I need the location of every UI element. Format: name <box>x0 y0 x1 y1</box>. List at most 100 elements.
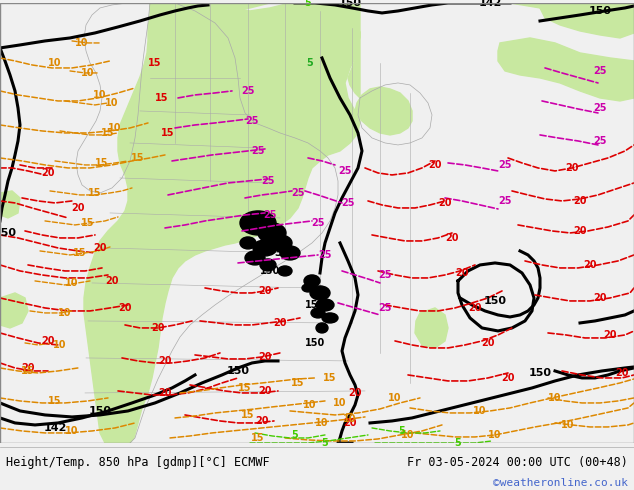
Ellipse shape <box>253 240 277 256</box>
Text: 25: 25 <box>242 86 255 96</box>
Text: 5: 5 <box>304 0 311 8</box>
Text: 25: 25 <box>261 176 275 186</box>
Text: 150: 150 <box>529 368 552 378</box>
Text: 142: 142 <box>43 423 67 433</box>
Text: 10: 10 <box>65 426 79 436</box>
Text: 15: 15 <box>131 153 145 163</box>
Text: 25: 25 <box>593 103 607 113</box>
Text: 10: 10 <box>108 123 122 133</box>
Text: 10: 10 <box>58 308 72 318</box>
Polygon shape <box>165 3 360 98</box>
Text: 10: 10 <box>65 278 79 288</box>
Ellipse shape <box>316 299 334 311</box>
Text: 25: 25 <box>251 146 265 156</box>
Text: 20: 20 <box>158 388 172 398</box>
Text: 25: 25 <box>339 166 352 176</box>
Polygon shape <box>0 191 20 218</box>
Text: 20: 20 <box>41 336 55 346</box>
Text: 150: 150 <box>484 296 507 306</box>
Text: 15: 15 <box>291 378 305 388</box>
Text: 25: 25 <box>378 270 392 280</box>
Ellipse shape <box>268 235 292 251</box>
Text: 20: 20 <box>105 276 119 286</box>
Text: 20: 20 <box>348 388 362 398</box>
Text: 150: 150 <box>0 228 16 238</box>
Text: 10: 10 <box>105 98 119 108</box>
Text: 150: 150 <box>305 338 325 348</box>
Text: 10: 10 <box>81 68 94 78</box>
Ellipse shape <box>245 251 265 265</box>
Text: 10: 10 <box>561 420 575 430</box>
Polygon shape <box>540 3 634 38</box>
Ellipse shape <box>280 246 300 260</box>
Text: 20: 20 <box>615 368 629 378</box>
Text: 20: 20 <box>273 318 287 328</box>
Text: 10: 10 <box>48 58 61 68</box>
Text: 25: 25 <box>341 198 355 208</box>
Text: 10: 10 <box>93 90 107 100</box>
Text: Fr 03-05-2024 00:00 UTC (00+48): Fr 03-05-2024 00:00 UTC (00+48) <box>407 456 628 469</box>
Text: 15: 15 <box>161 128 175 138</box>
Polygon shape <box>415 308 448 348</box>
Text: 15: 15 <box>238 383 252 393</box>
Text: 25: 25 <box>291 188 305 198</box>
Polygon shape <box>460 3 634 23</box>
Text: 150: 150 <box>305 300 325 310</box>
Ellipse shape <box>240 237 256 249</box>
Text: 5: 5 <box>455 438 462 448</box>
Text: 150: 150 <box>260 266 280 276</box>
Text: 25: 25 <box>263 210 277 220</box>
Text: ©weatheronline.co.uk: ©weatheronline.co.uk <box>493 478 628 488</box>
Polygon shape <box>84 3 360 443</box>
Text: 30: 30 <box>261 216 276 226</box>
Text: 30: 30 <box>275 248 290 258</box>
Text: 10: 10 <box>488 430 501 440</box>
Text: 5: 5 <box>399 426 405 436</box>
Text: 10: 10 <box>315 418 329 428</box>
Ellipse shape <box>322 313 338 323</box>
Text: 20: 20 <box>428 160 442 170</box>
Ellipse shape <box>278 266 292 276</box>
Text: 20: 20 <box>343 418 357 428</box>
Text: 25: 25 <box>498 160 512 170</box>
Text: 25: 25 <box>245 116 259 126</box>
Text: 20: 20 <box>573 196 586 206</box>
Ellipse shape <box>260 259 276 271</box>
Text: 15: 15 <box>242 410 255 420</box>
Text: 25: 25 <box>311 218 325 228</box>
Text: 20: 20 <box>22 363 35 373</box>
Polygon shape <box>355 87 412 135</box>
Text: 20: 20 <box>566 163 579 173</box>
Ellipse shape <box>311 308 325 318</box>
Text: 20: 20 <box>258 286 272 296</box>
Text: Height/Temp. 850 hPa [gdmp][°C] ECMWF: Height/Temp. 850 hPa [gdmp][°C] ECMWF <box>6 456 270 469</box>
Text: 142: 142 <box>478 0 501 8</box>
Text: 20: 20 <box>583 260 597 270</box>
Text: 15: 15 <box>101 128 115 138</box>
Polygon shape <box>0 293 28 328</box>
Polygon shape <box>498 38 634 101</box>
Text: 10: 10 <box>75 38 89 48</box>
Ellipse shape <box>304 275 320 287</box>
Text: 10: 10 <box>401 430 415 440</box>
Text: 15: 15 <box>81 218 94 228</box>
Text: 20: 20 <box>158 356 172 366</box>
Text: 10: 10 <box>343 414 357 424</box>
Ellipse shape <box>302 284 314 292</box>
Text: 25: 25 <box>498 196 512 206</box>
Text: 150: 150 <box>89 406 112 416</box>
Ellipse shape <box>258 223 286 243</box>
Text: 10: 10 <box>333 398 347 408</box>
Text: 20: 20 <box>593 293 607 303</box>
Ellipse shape <box>240 211 276 235</box>
Text: 150: 150 <box>226 366 250 376</box>
Text: 15: 15 <box>323 373 337 383</box>
Text: 10: 10 <box>53 340 67 350</box>
Text: 25: 25 <box>593 136 607 146</box>
Text: 15: 15 <box>148 58 162 68</box>
Text: 25: 25 <box>593 66 607 76</box>
Text: 15: 15 <box>48 396 61 406</box>
Text: 15: 15 <box>95 158 109 168</box>
Ellipse shape <box>310 286 330 300</box>
Text: 25: 25 <box>378 303 392 313</box>
